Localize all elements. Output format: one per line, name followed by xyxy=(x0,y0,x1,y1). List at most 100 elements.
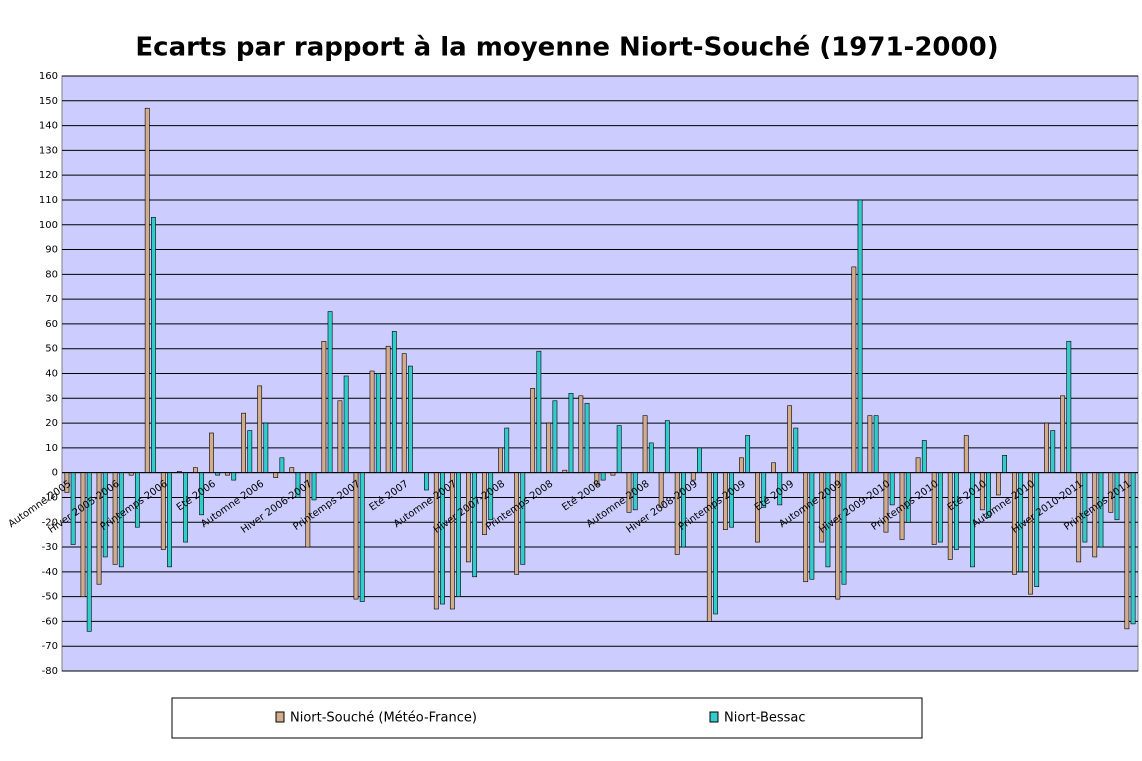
bar xyxy=(937,472,943,543)
bar xyxy=(552,400,558,473)
y-tick-label: 20 xyxy=(45,418,58,429)
bar xyxy=(1034,472,1040,588)
bar xyxy=(664,420,670,473)
bar xyxy=(915,457,921,473)
bar xyxy=(472,472,478,578)
y-tick-label: 0 xyxy=(52,468,58,479)
legend-swatch xyxy=(275,711,285,723)
bar xyxy=(391,331,397,473)
y-tick-label: 110 xyxy=(39,195,58,206)
bar xyxy=(803,472,809,583)
bar xyxy=(144,107,150,473)
bar xyxy=(466,472,471,563)
bar xyxy=(424,472,429,491)
y-tick-label: -10 xyxy=(42,492,58,503)
bar xyxy=(80,472,86,597)
y-tick-label: -60 xyxy=(42,616,58,627)
y-tick-label: 10 xyxy=(45,443,58,454)
bar xyxy=(1044,422,1049,473)
bar xyxy=(793,427,799,473)
bar xyxy=(536,350,542,473)
bar xyxy=(873,415,879,473)
bar xyxy=(600,472,606,481)
legend xyxy=(171,697,923,739)
bar xyxy=(498,447,503,473)
bar xyxy=(584,402,590,473)
bar xyxy=(343,375,349,473)
bar xyxy=(1066,340,1072,473)
y-tick-label: 60 xyxy=(45,319,58,330)
bar xyxy=(648,442,654,473)
bar xyxy=(739,457,744,473)
bar xyxy=(231,472,237,481)
bar xyxy=(241,412,246,473)
y-tick-label: -40 xyxy=(42,567,58,578)
bar xyxy=(713,472,718,615)
y-tick-label: 150 xyxy=(39,96,58,107)
bar xyxy=(963,435,969,473)
chart-title: Ecarts par rapport à la moyenne Niort-So… xyxy=(135,33,998,63)
bar xyxy=(193,467,198,473)
y-tick-label: -70 xyxy=(42,641,58,652)
bar xyxy=(263,422,269,473)
bar xyxy=(706,472,712,622)
bar xyxy=(568,393,574,473)
bar xyxy=(546,422,552,473)
bar xyxy=(456,472,461,597)
legend-label: Niort-Bessac xyxy=(724,711,806,726)
bar xyxy=(857,199,863,473)
y-tick-label: -20 xyxy=(42,517,58,528)
bar xyxy=(530,388,536,473)
bar xyxy=(514,472,520,575)
bar xyxy=(697,447,702,473)
y-tick-label: -50 xyxy=(42,592,58,603)
bar xyxy=(851,266,857,473)
bar xyxy=(321,340,327,473)
bar xyxy=(642,415,648,473)
bar xyxy=(1060,395,1066,473)
bar xyxy=(745,435,751,473)
bar xyxy=(787,405,793,473)
bar xyxy=(209,432,214,473)
bar xyxy=(1050,430,1056,473)
bar xyxy=(247,430,253,473)
bar xyxy=(578,395,584,473)
bar xyxy=(375,373,381,473)
bar xyxy=(867,415,873,473)
bar xyxy=(520,472,526,565)
bar xyxy=(327,311,333,473)
bar xyxy=(257,385,263,473)
y-tick-label: 80 xyxy=(45,269,58,280)
bar xyxy=(947,472,953,560)
bar xyxy=(273,472,279,478)
bar xyxy=(921,440,927,473)
y-tick-label: 90 xyxy=(45,245,58,256)
y-tick-label: 140 xyxy=(39,121,58,132)
bar xyxy=(1002,455,1007,473)
legend-label: Niort-Souché (Météo-France) xyxy=(290,711,477,726)
bar xyxy=(401,353,407,473)
bar xyxy=(385,345,391,473)
bar xyxy=(407,365,413,473)
bar xyxy=(369,370,375,473)
y-tick-label: 100 xyxy=(39,220,58,231)
legend-swatch xyxy=(709,711,719,723)
bar xyxy=(1124,472,1130,630)
bar xyxy=(337,400,343,473)
bar xyxy=(359,472,365,602)
bar xyxy=(771,462,776,473)
bar xyxy=(279,457,285,473)
bar xyxy=(504,427,510,473)
bar xyxy=(841,472,847,585)
y-tick-label: -30 xyxy=(42,542,58,553)
y-tick-label: 130 xyxy=(39,145,58,156)
bar xyxy=(674,472,680,555)
bar xyxy=(1130,472,1136,625)
y-tick-label: 50 xyxy=(45,344,58,355)
bar xyxy=(809,472,815,580)
y-tick-label: 40 xyxy=(45,369,58,380)
y-tick-label: -80 xyxy=(42,666,58,677)
bar xyxy=(289,467,295,473)
y-tick-label: 30 xyxy=(45,393,58,404)
